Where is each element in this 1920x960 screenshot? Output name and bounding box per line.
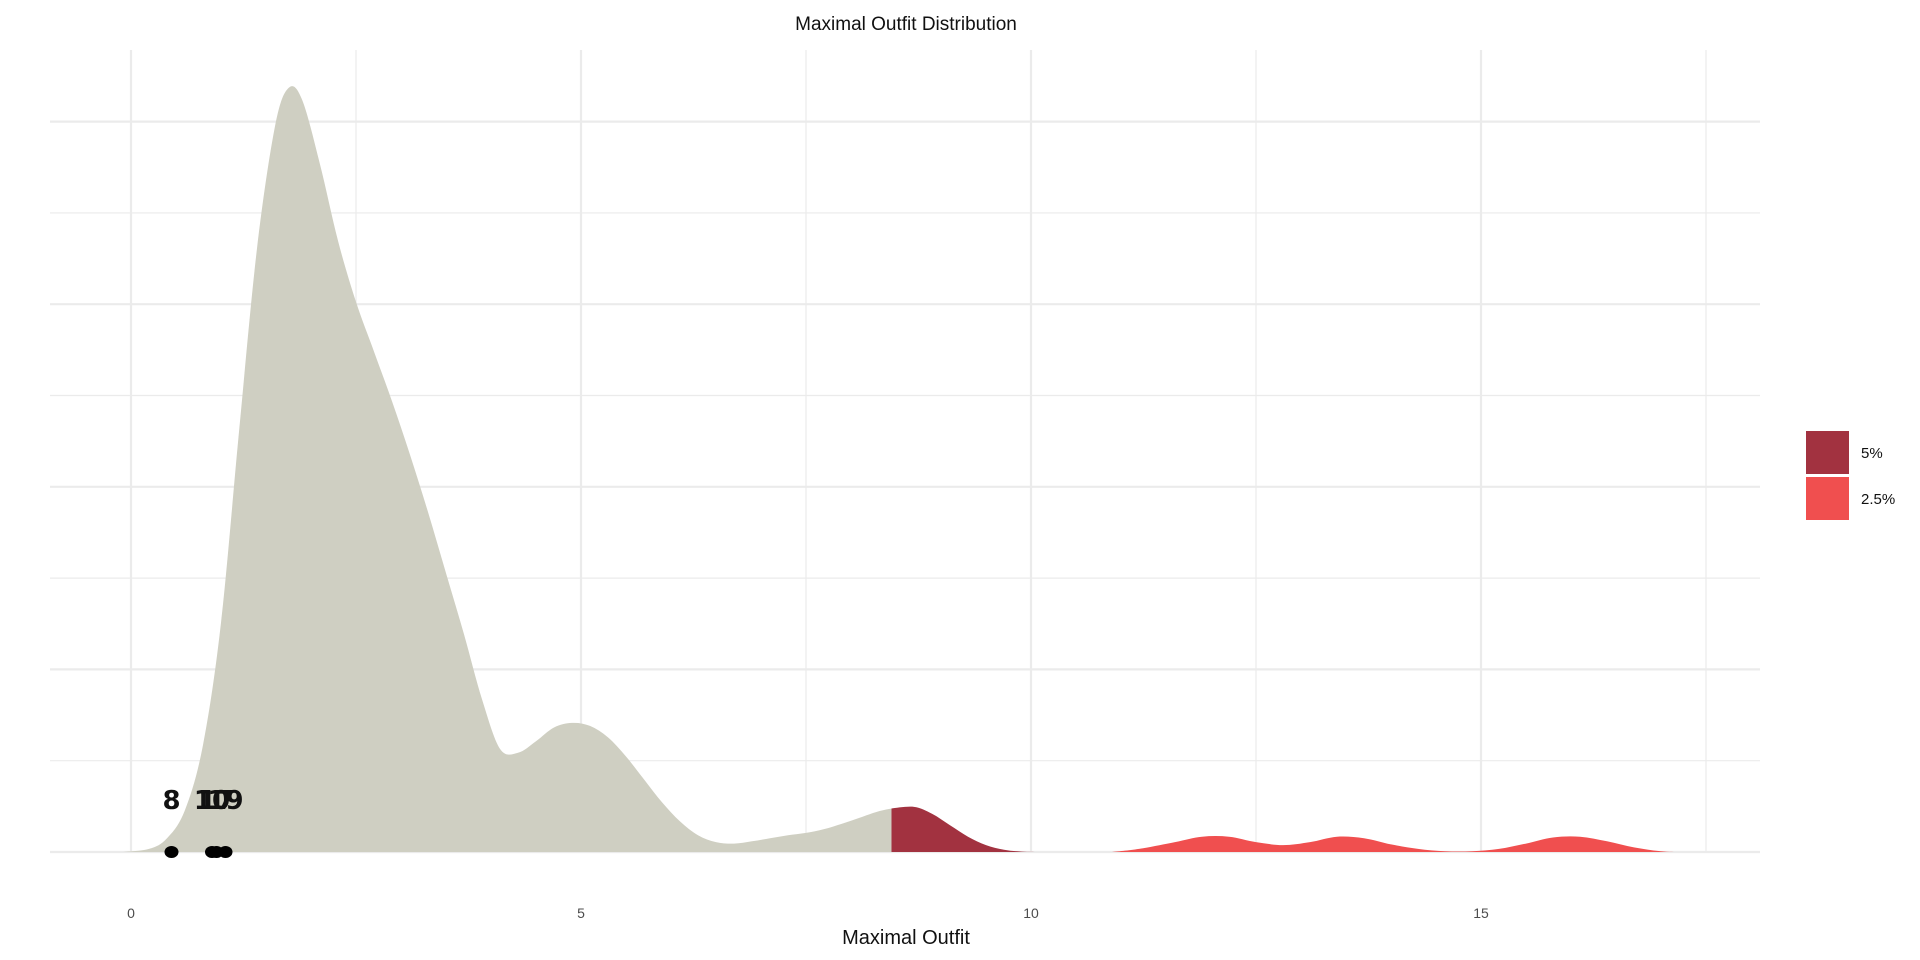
x-tick-label: 5 — [577, 905, 585, 921]
legend: 5% 2.5% — [1806, 431, 1895, 520]
data-point-label: 17 — [198, 786, 234, 816]
legend-swatch-5pct — [1806, 431, 1849, 474]
x-tick-label: 15 — [1473, 905, 1489, 921]
density-areas — [122, 86, 1679, 852]
x-axis-label: Maximal Outfit — [842, 927, 970, 949]
x-tick-label: 0 — [127, 905, 135, 921]
legend-swatch-2-5pct — [1806, 477, 1849, 520]
density-area-main — [122, 86, 892, 852]
data-point-label: 10 — [194, 786, 230, 816]
x-axis-ticks: 0 5 10 15 — [127, 905, 1489, 921]
density-area-tail-5pct — [891, 806, 1040, 852]
data-point-label: 8 — [162, 786, 180, 816]
density-area-tail-2-5pct — [1112, 836, 1679, 852]
data-point — [218, 846, 233, 858]
legend-label-5pct: 5% — [1861, 445, 1883, 462]
data-point — [164, 846, 179, 858]
data-point-label: 19 — [207, 786, 243, 816]
x-tick-label: 10 — [1023, 905, 1039, 921]
chart-title: Maximal Outfit Distribution — [795, 14, 1017, 35]
legend-label-2-5pct: 2.5% — [1861, 491, 1895, 508]
